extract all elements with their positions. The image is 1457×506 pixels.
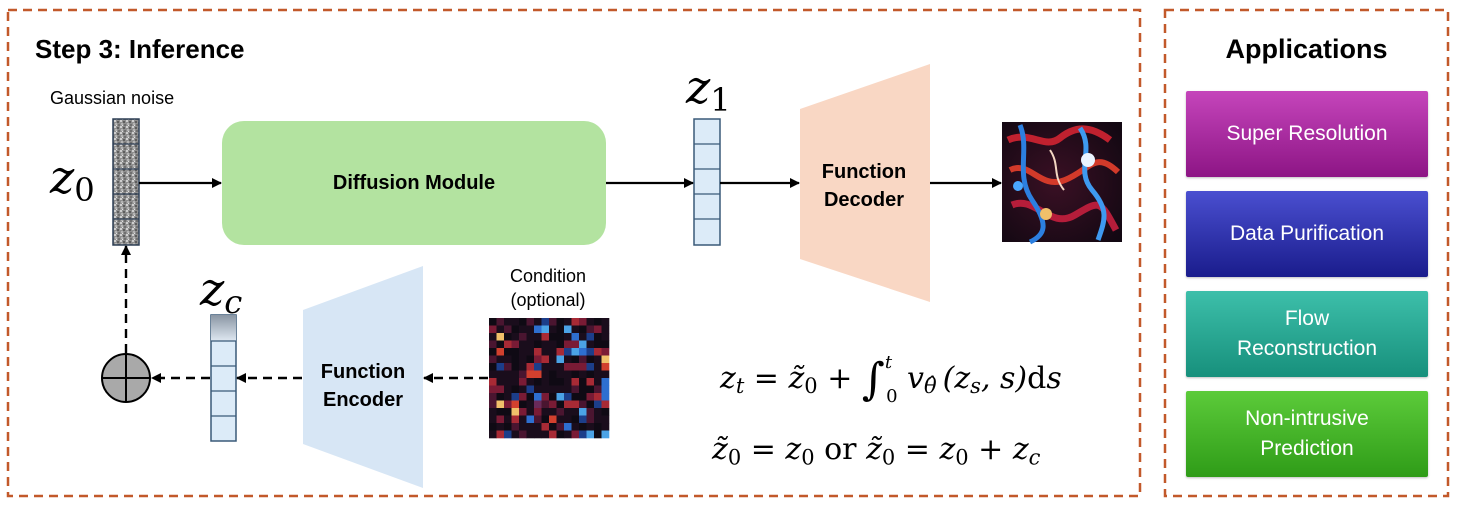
output-flow-field bbox=[1002, 122, 1122, 245]
function-decoder: Function Decoder bbox=[798, 150, 930, 222]
function-encoder-label: Function Encoder bbox=[320, 361, 406, 411]
condition-image bbox=[489, 318, 610, 439]
zc-subscript: c bbox=[224, 283, 243, 322]
function-encoder-shape bbox=[303, 266, 423, 488]
eq2-or: or bbox=[814, 432, 867, 467]
gaussian-noise-label: Gaussian noise bbox=[50, 88, 175, 108]
eq2-d-sub: 0 bbox=[955, 445, 969, 470]
eq2-plus: + z bbox=[968, 432, 1029, 467]
eq1-lhs: z bbox=[720, 360, 736, 396]
velocity-subscript: θ̂ bbox=[924, 374, 937, 399]
z0-symbol: z0 bbox=[50, 150, 95, 209]
eq2-ztilde-a: z̃ bbox=[712, 432, 728, 467]
eq1-args-sub: s bbox=[970, 374, 981, 399]
eq2-e-sub: c bbox=[1028, 445, 1041, 470]
eq1-ztilde-sub: 0 bbox=[804, 374, 818, 399]
eq1-d: d bbox=[1027, 360, 1047, 396]
integral-sign: ∫ bbox=[861, 353, 885, 405]
diffusion-module-label: Diffusion Module bbox=[332, 171, 496, 194]
zc-symbol: zc bbox=[200, 262, 242, 321]
zc-letter: z bbox=[200, 262, 225, 316]
eq1-args-close: , s) bbox=[980, 360, 1028, 396]
application-flow-reconstruction: Flow Reconstruction bbox=[1186, 291, 1428, 377]
z1-subscript: 1 bbox=[710, 81, 731, 120]
z1-symbol: z1 bbox=[686, 60, 731, 119]
application-non-intrusive-prediction: Non-intrusive Prediction bbox=[1186, 391, 1428, 477]
function-decoder-label: Function Decoder bbox=[821, 161, 907, 211]
inference-panel bbox=[6, 8, 1142, 498]
eq1-plus: + bbox=[817, 360, 862, 396]
eq2-b-sub: 0 bbox=[801, 445, 815, 470]
application-data-purification: Data Purification bbox=[1186, 191, 1428, 277]
application-label: Non-intrusive Prediction bbox=[1245, 407, 1369, 460]
eq1-equals: = bbox=[744, 360, 789, 396]
applications-title: Applications bbox=[1225, 34, 1388, 64]
application-super-resolution: Super Resolution bbox=[1186, 91, 1428, 177]
application-label: Flow Reconstruction bbox=[1236, 307, 1378, 360]
flow-equation: zt = z̃0 + ∫t0 vθ̂ (zs, s)ds bbox=[720, 352, 1062, 407]
diffusion-module: Diffusion Module bbox=[222, 121, 606, 245]
step-title: Step 3: Inference bbox=[35, 34, 245, 64]
z1-letter: z bbox=[686, 60, 711, 114]
function-encoder: Function Encoder bbox=[303, 350, 423, 422]
zc-latent-vector bbox=[210, 314, 237, 442]
z0-subscript: 0 bbox=[74, 171, 95, 210]
eq2-eq2: = z bbox=[895, 432, 956, 467]
eq2-eq1: = z bbox=[741, 432, 802, 467]
eq1-args-open: (z bbox=[942, 360, 971, 396]
condition-label-text: Condition (optional) bbox=[509, 266, 587, 310]
z0-noise-vector bbox=[112, 118, 140, 246]
integral-upper-limit: t bbox=[884, 352, 893, 373]
eq1-ds: s bbox=[1046, 360, 1062, 396]
application-label: Data Purification bbox=[1229, 222, 1385, 245]
eq1-ztilde: z̃ bbox=[788, 360, 805, 396]
applications-panel bbox=[1163, 8, 1450, 498]
eq1-lhs-sub: t bbox=[735, 374, 745, 399]
z0-letter: z bbox=[50, 150, 75, 204]
integral-lower-limit: 0 bbox=[886, 386, 898, 408]
eq2-ztilde-c: z̃ bbox=[866, 432, 882, 467]
z1-latent-vector bbox=[693, 118, 721, 246]
initialization-equation: z̃0 = z0 or z̃0 = z0 + zc bbox=[712, 432, 1040, 469]
sum-operator-icon bbox=[101, 353, 151, 403]
condition-label: Condition (optional) bbox=[478, 264, 618, 312]
function-decoder-shape bbox=[800, 64, 930, 302]
velocity-symbol: v bbox=[897, 360, 924, 396]
eq2-c-sub: 0 bbox=[881, 445, 896, 470]
application-label: Super Resolution bbox=[1226, 122, 1388, 145]
eq2-a-sub: 0 bbox=[727, 445, 742, 470]
